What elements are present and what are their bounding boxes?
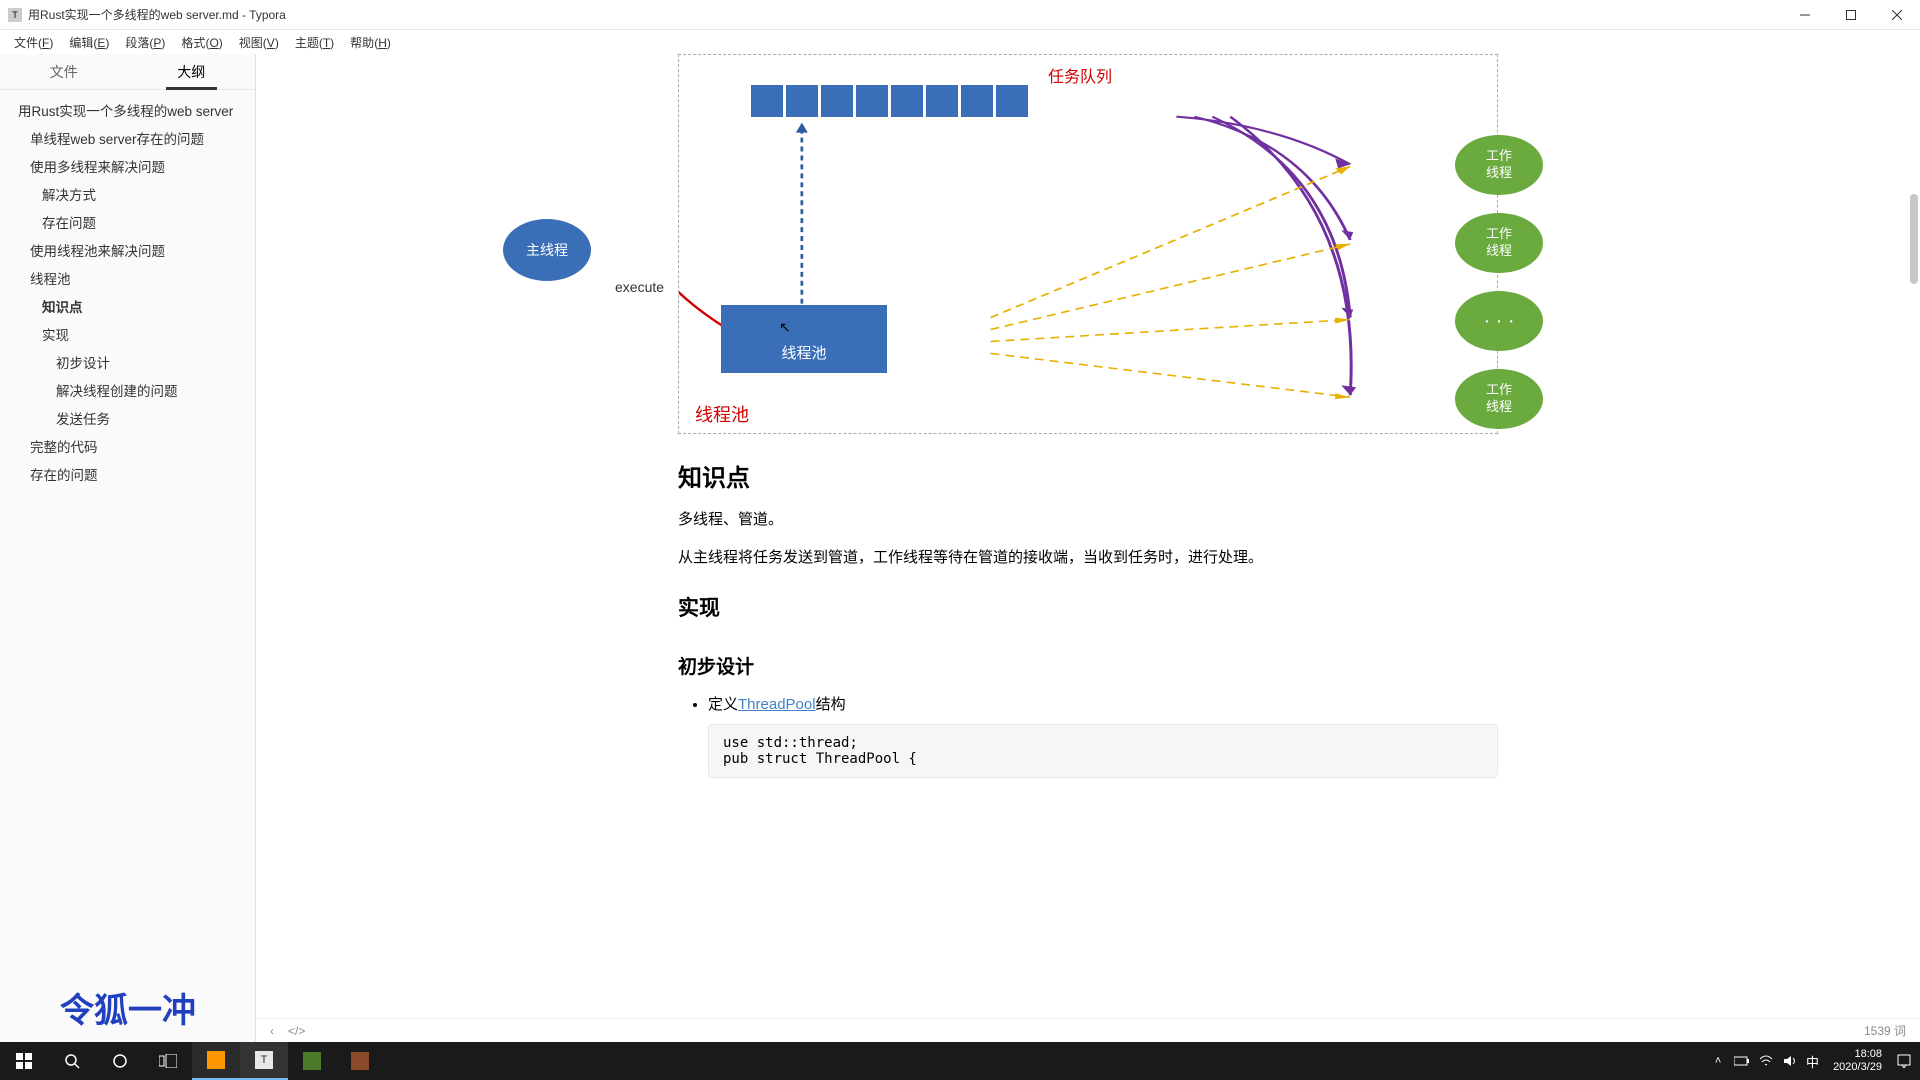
- menu-paragraph[interactable]: 段落(P): [117, 32, 173, 53]
- diagram-worker-ellipsis: · · ·: [1455, 291, 1543, 351]
- windows-taskbar: T ˄ 中 18:08 2020/3/29: [0, 1042, 1920, 1080]
- word-count[interactable]: 1539 词: [1864, 1022, 1906, 1039]
- scrollbar-thumb[interactable]: [1910, 194, 1918, 284]
- outline-item[interactable]: 初步设计: [0, 348, 255, 376]
- outline-item[interactable]: 线程池: [0, 264, 255, 292]
- outline-item[interactable]: 使用线程池来解决问题: [0, 236, 255, 264]
- menubar: 文件(F) 编辑(E) 段落(P) 格式(O) 视图(V) 主题(T) 帮助(H…: [0, 30, 1920, 54]
- task-view-button[interactable]: [144, 1042, 192, 1080]
- menu-file[interactable]: 文件(F): [6, 32, 61, 53]
- diagram-pool-box: ↖ 线程池: [721, 305, 887, 373]
- taskbar-app-other[interactable]: [336, 1042, 384, 1080]
- app-icon: T: [8, 8, 22, 22]
- menu-view[interactable]: 视图(V): [231, 32, 287, 53]
- tray-battery-icon[interactable]: [1734, 1053, 1750, 1069]
- outline-item[interactable]: 使用多线程来解决问题: [0, 152, 255, 180]
- cortana-button[interactable]: [96, 1042, 144, 1080]
- menu-theme[interactable]: 主题(T): [287, 32, 342, 53]
- outline-item[interactable]: 知识点: [0, 292, 255, 320]
- outline-item[interactable]: 存在问题: [0, 208, 255, 236]
- outline-item[interactable]: 单线程web server存在的问题: [0, 124, 255, 152]
- menu-format[interactable]: 格式(O): [173, 32, 230, 53]
- back-button[interactable]: ‹: [270, 1024, 274, 1038]
- window-title: 用Rust实现一个多线程的web server.md - Typora: [28, 6, 286, 23]
- threadpool-link[interactable]: ThreadPool: [738, 696, 816, 713]
- watermark-text: 令狐一冲: [60, 983, 196, 1032]
- editor-statusbar: ‹ </> 1539 词: [256, 1018, 1920, 1042]
- outline-item[interactable]: 存在的问题: [0, 460, 255, 488]
- heading-knowledge: 知识点: [678, 458, 1498, 493]
- tray-wifi-icon[interactable]: [1758, 1053, 1774, 1069]
- menu-edit[interactable]: 编辑(E): [61, 32, 117, 53]
- diagram-main-thread: 主线程: [503, 219, 591, 281]
- tray-notifications-icon[interactable]: [1896, 1053, 1912, 1069]
- tab-files[interactable]: 文件: [0, 54, 128, 89]
- taskbar-app-sublime[interactable]: [192, 1042, 240, 1080]
- diagram-pool-label: 线程池: [695, 401, 749, 427]
- diagram-execute-label: execute: [615, 279, 664, 295]
- cursor-icon: ↖: [779, 319, 791, 336]
- outline-item[interactable]: 实现: [0, 320, 255, 348]
- editor-area[interactable]: 任务队列 主线程 execute ↖ 线程池 工作 线程 工作 线程 · · ·…: [256, 54, 1920, 1042]
- paragraph: 多线程、管道。: [678, 507, 1498, 533]
- sidebar: 文件 大纲 用Rust实现一个多线程的web server 单线程web ser…: [0, 54, 256, 1042]
- outline-item[interactable]: 用Rust实现一个多线程的web server: [0, 96, 255, 124]
- close-button[interactable]: [1874, 0, 1920, 30]
- search-button[interactable]: [48, 1042, 96, 1080]
- tray-ime-indicator[interactable]: 中: [1806, 1052, 1819, 1071]
- outline-item[interactable]: 发送任务: [0, 404, 255, 432]
- outline-panel: 用Rust实现一个多线程的web server 单线程web server存在的…: [0, 90, 255, 1042]
- diagram-worker: 工作 线程: [1455, 213, 1543, 273]
- diagram-worker: 工作 线程: [1455, 135, 1543, 195]
- taskbar-app-typora[interactable]: T: [240, 1042, 288, 1080]
- taskbar-app-console[interactable]: [288, 1042, 336, 1080]
- maximize-button[interactable]: [1828, 0, 1874, 30]
- window-titlebar: T 用Rust实现一个多线程的web server.md - Typora: [0, 0, 1920, 30]
- diagram-queue-label: 任务队列: [1048, 63, 1112, 87]
- list-item: 定义ThreadPool结构: [708, 693, 1498, 714]
- diagram-worker: 工作 线程: [1455, 369, 1543, 429]
- diagram-task-queue: [751, 85, 1028, 117]
- menu-help[interactable]: 帮助(H): [342, 32, 399, 53]
- code-block[interactable]: use std::thread; pub struct ThreadPool {: [708, 724, 1498, 778]
- tray-volume-icon[interactable]: [1782, 1053, 1798, 1069]
- tray-chevron-icon[interactable]: ˄: [1710, 1053, 1726, 1069]
- heading-initial-design: 初步设计: [678, 652, 1498, 679]
- outline-item[interactable]: 解决线程创建的问题: [0, 376, 255, 404]
- outline-item[interactable]: 解决方式: [0, 180, 255, 208]
- tab-outline[interactable]: 大纲: [128, 54, 256, 89]
- source-mode-button[interactable]: </>: [288, 1024, 305, 1038]
- outline-item[interactable]: 完整的代码: [0, 432, 255, 460]
- minimize-button[interactable]: [1782, 0, 1828, 30]
- heading-implementation: 实现: [678, 592, 1498, 622]
- start-button[interactable]: [0, 1042, 48, 1080]
- tray-clock[interactable]: 18:08 2020/3/29: [1827, 1048, 1888, 1074]
- paragraph: 从主线程将任务发送到管道，工作线程等待在管道的接收端，当收到任务时，进行处理。: [678, 545, 1498, 571]
- thread-pool-diagram: 任务队列 主线程 execute ↖ 线程池 工作 线程 工作 线程 · · ·…: [678, 54, 1498, 434]
